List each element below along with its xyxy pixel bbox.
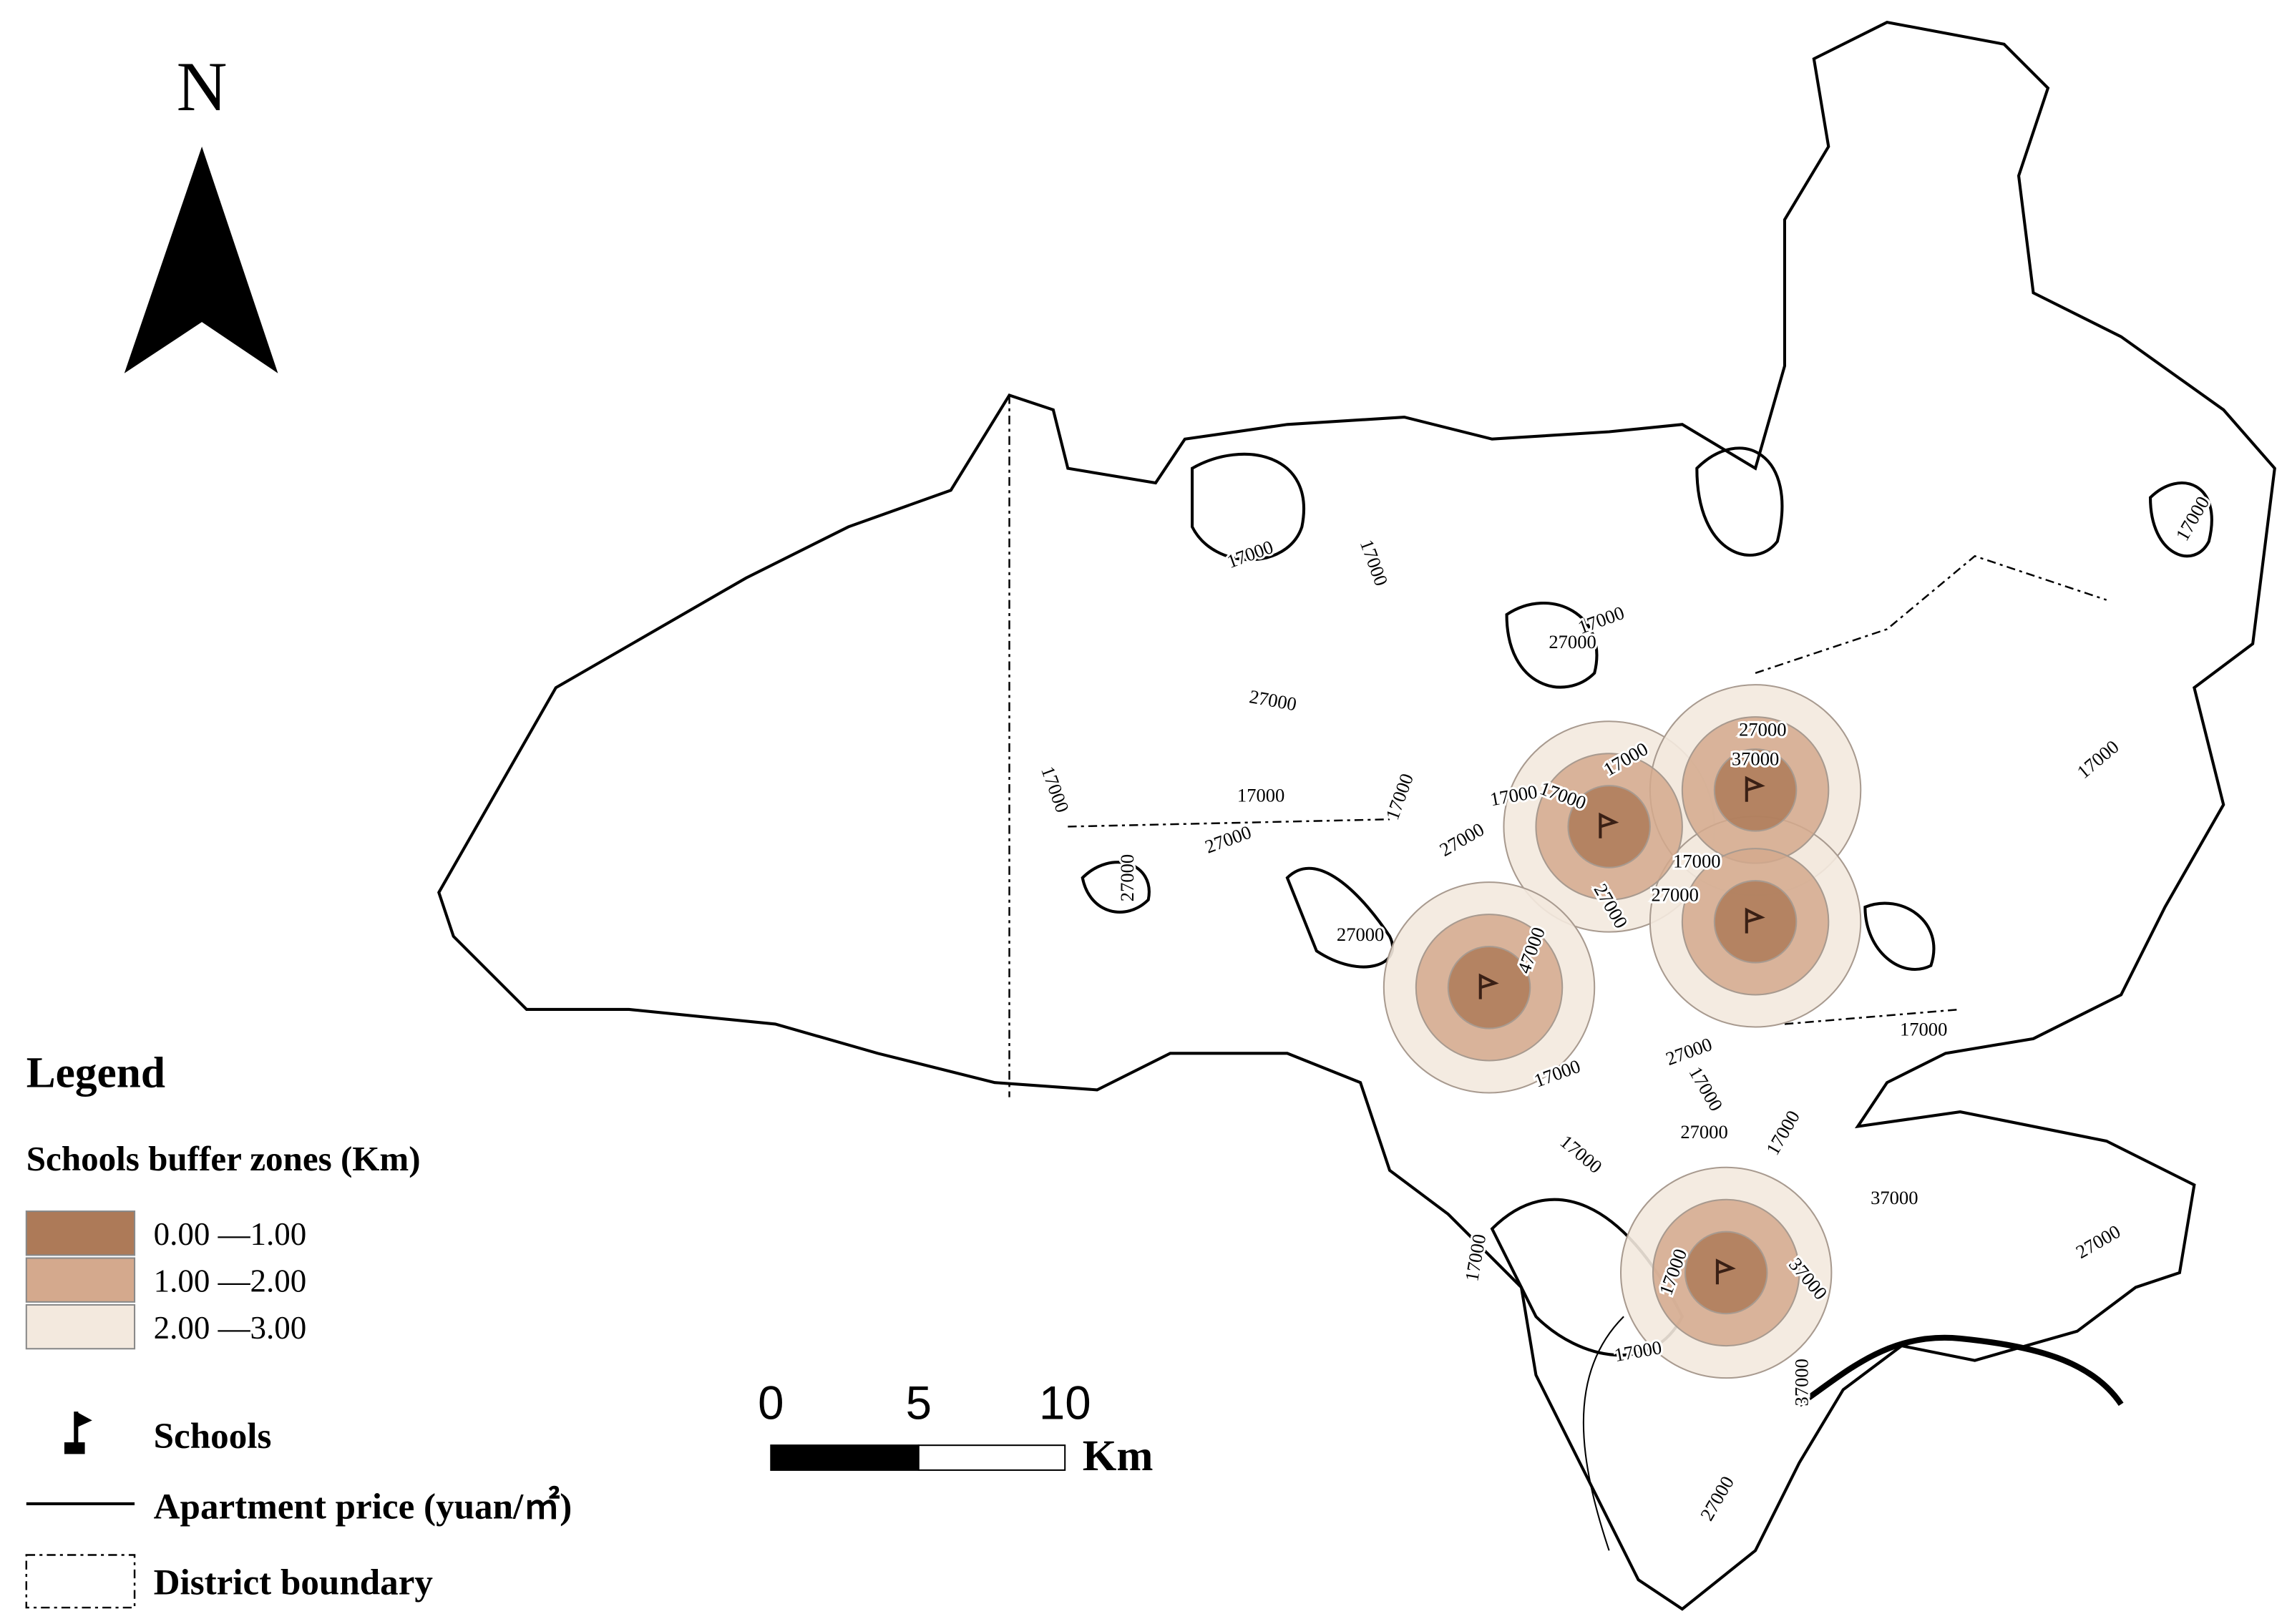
contour-line (1191, 452, 1305, 562)
legend-buffer-class: 1.00 —2.00 (154, 1263, 307, 1299)
contour-label: 27000 (1248, 685, 1299, 715)
contour-label: 17000 (1461, 1233, 1490, 1283)
contour-label: 17000 (1237, 785, 1284, 806)
school-marker (1599, 812, 1619, 838)
school-marker (1745, 776, 1765, 802)
scale-unit: Km (1083, 1432, 1154, 1480)
contour-line (1285, 866, 1395, 969)
buffer-ring (1684, 1231, 1768, 1315)
legend-subtitle: Schools buffer zones (Km) (26, 1139, 421, 1178)
contour-label: 37000 (1791, 1359, 1813, 1406)
legend-schools: Schools (154, 1416, 272, 1457)
contour-label: 17000 (1037, 763, 1073, 816)
contour-label: 17000 (1673, 851, 1720, 872)
contour-label: 37000 (1732, 748, 1779, 770)
legend-swatch (25, 1210, 136, 1256)
scale-label: 0 (758, 1376, 784, 1429)
legend-district-sample (25, 1554, 136, 1609)
contour-label: 17000 (1556, 1130, 1606, 1178)
contour-label: 37000 (1871, 1187, 1918, 1208)
legend-title: Legend (26, 1048, 165, 1097)
contour-label: 27000 (1663, 1033, 1715, 1070)
legend-buffer-class: 2.00 —3.00 (154, 1310, 307, 1346)
school-marker (1478, 973, 1499, 999)
contour-label: 27000 (1680, 1121, 1727, 1143)
contour-label: 27000 (1549, 631, 1596, 652)
school-icon (64, 1412, 92, 1454)
city-outline (437, 20, 2276, 1611)
buffer-ring (1567, 785, 1651, 869)
buffer-ring (1713, 880, 1798, 964)
contour-label: 17000 (1224, 536, 1276, 572)
buffer-ring (1447, 946, 1531, 1029)
legend-swatch (25, 1303, 136, 1350)
school-marker (1745, 907, 1765, 934)
contour-label: 27000 (1436, 818, 1488, 861)
contour-label: 17000 (1613, 1336, 1664, 1366)
contour-label: 27000 (1202, 821, 1254, 858)
contour-label: 17000 (1762, 1107, 1804, 1159)
north-arrow (124, 146, 278, 373)
legend-swatch (25, 1257, 136, 1303)
contour-label: 27000 (1337, 924, 1384, 945)
contour-label: 27000 (1696, 1472, 1738, 1525)
buffer-zones (1383, 684, 1862, 1379)
contour-line (1505, 602, 1599, 689)
contour-label: 17000 (2171, 492, 2213, 544)
contour-label: 27000 (2072, 1221, 2125, 1263)
contour-label: 27000 (1651, 884, 1698, 906)
contour-line (2148, 481, 2213, 558)
district-boundary-line (1068, 818, 1390, 828)
scale-label: 5 (906, 1376, 932, 1429)
district-boundaries (1008, 395, 2107, 1097)
legend-price: Apartment price (yuan/㎡) (154, 1485, 572, 1527)
contour-label: 17000 (1900, 1019, 1947, 1040)
contour-label: 27000 (1116, 854, 1138, 901)
district-boundary-line (1755, 554, 2107, 674)
contour-label: 17000 (1356, 537, 1393, 589)
legend: 0.00 —1.00 1.00 —2.00 2.00 —3.00 (25, 1210, 307, 1350)
scale-labels: 0 5 10 (758, 1376, 1091, 1429)
scale-bar-white (917, 1444, 1066, 1471)
contour-label: 17000 (2073, 735, 2123, 783)
contour-label: 27000 (1739, 719, 1786, 740)
contour-label: 17000 (1381, 771, 1418, 823)
contour-line (1081, 861, 1151, 914)
north-label: N (177, 49, 228, 126)
legend-district: District boundary (154, 1562, 434, 1603)
scale-bar-black (770, 1444, 920, 1471)
contour-line (1798, 1334, 2124, 1407)
contour-line (1863, 901, 1936, 971)
contour-label: 17000 (1684, 1063, 1727, 1115)
district-boundary-line (1784, 1008, 1961, 1025)
scale-label: 10 (1039, 1376, 1091, 1429)
school-marker (1715, 1258, 1736, 1285)
map-base (437, 20, 2276, 1611)
buffer-ring (1713, 748, 1798, 832)
contour-line (1695, 446, 1784, 557)
legend-buffer-class: 0.00 —1.00 (154, 1216, 307, 1252)
contour-line (1582, 1316, 1624, 1551)
